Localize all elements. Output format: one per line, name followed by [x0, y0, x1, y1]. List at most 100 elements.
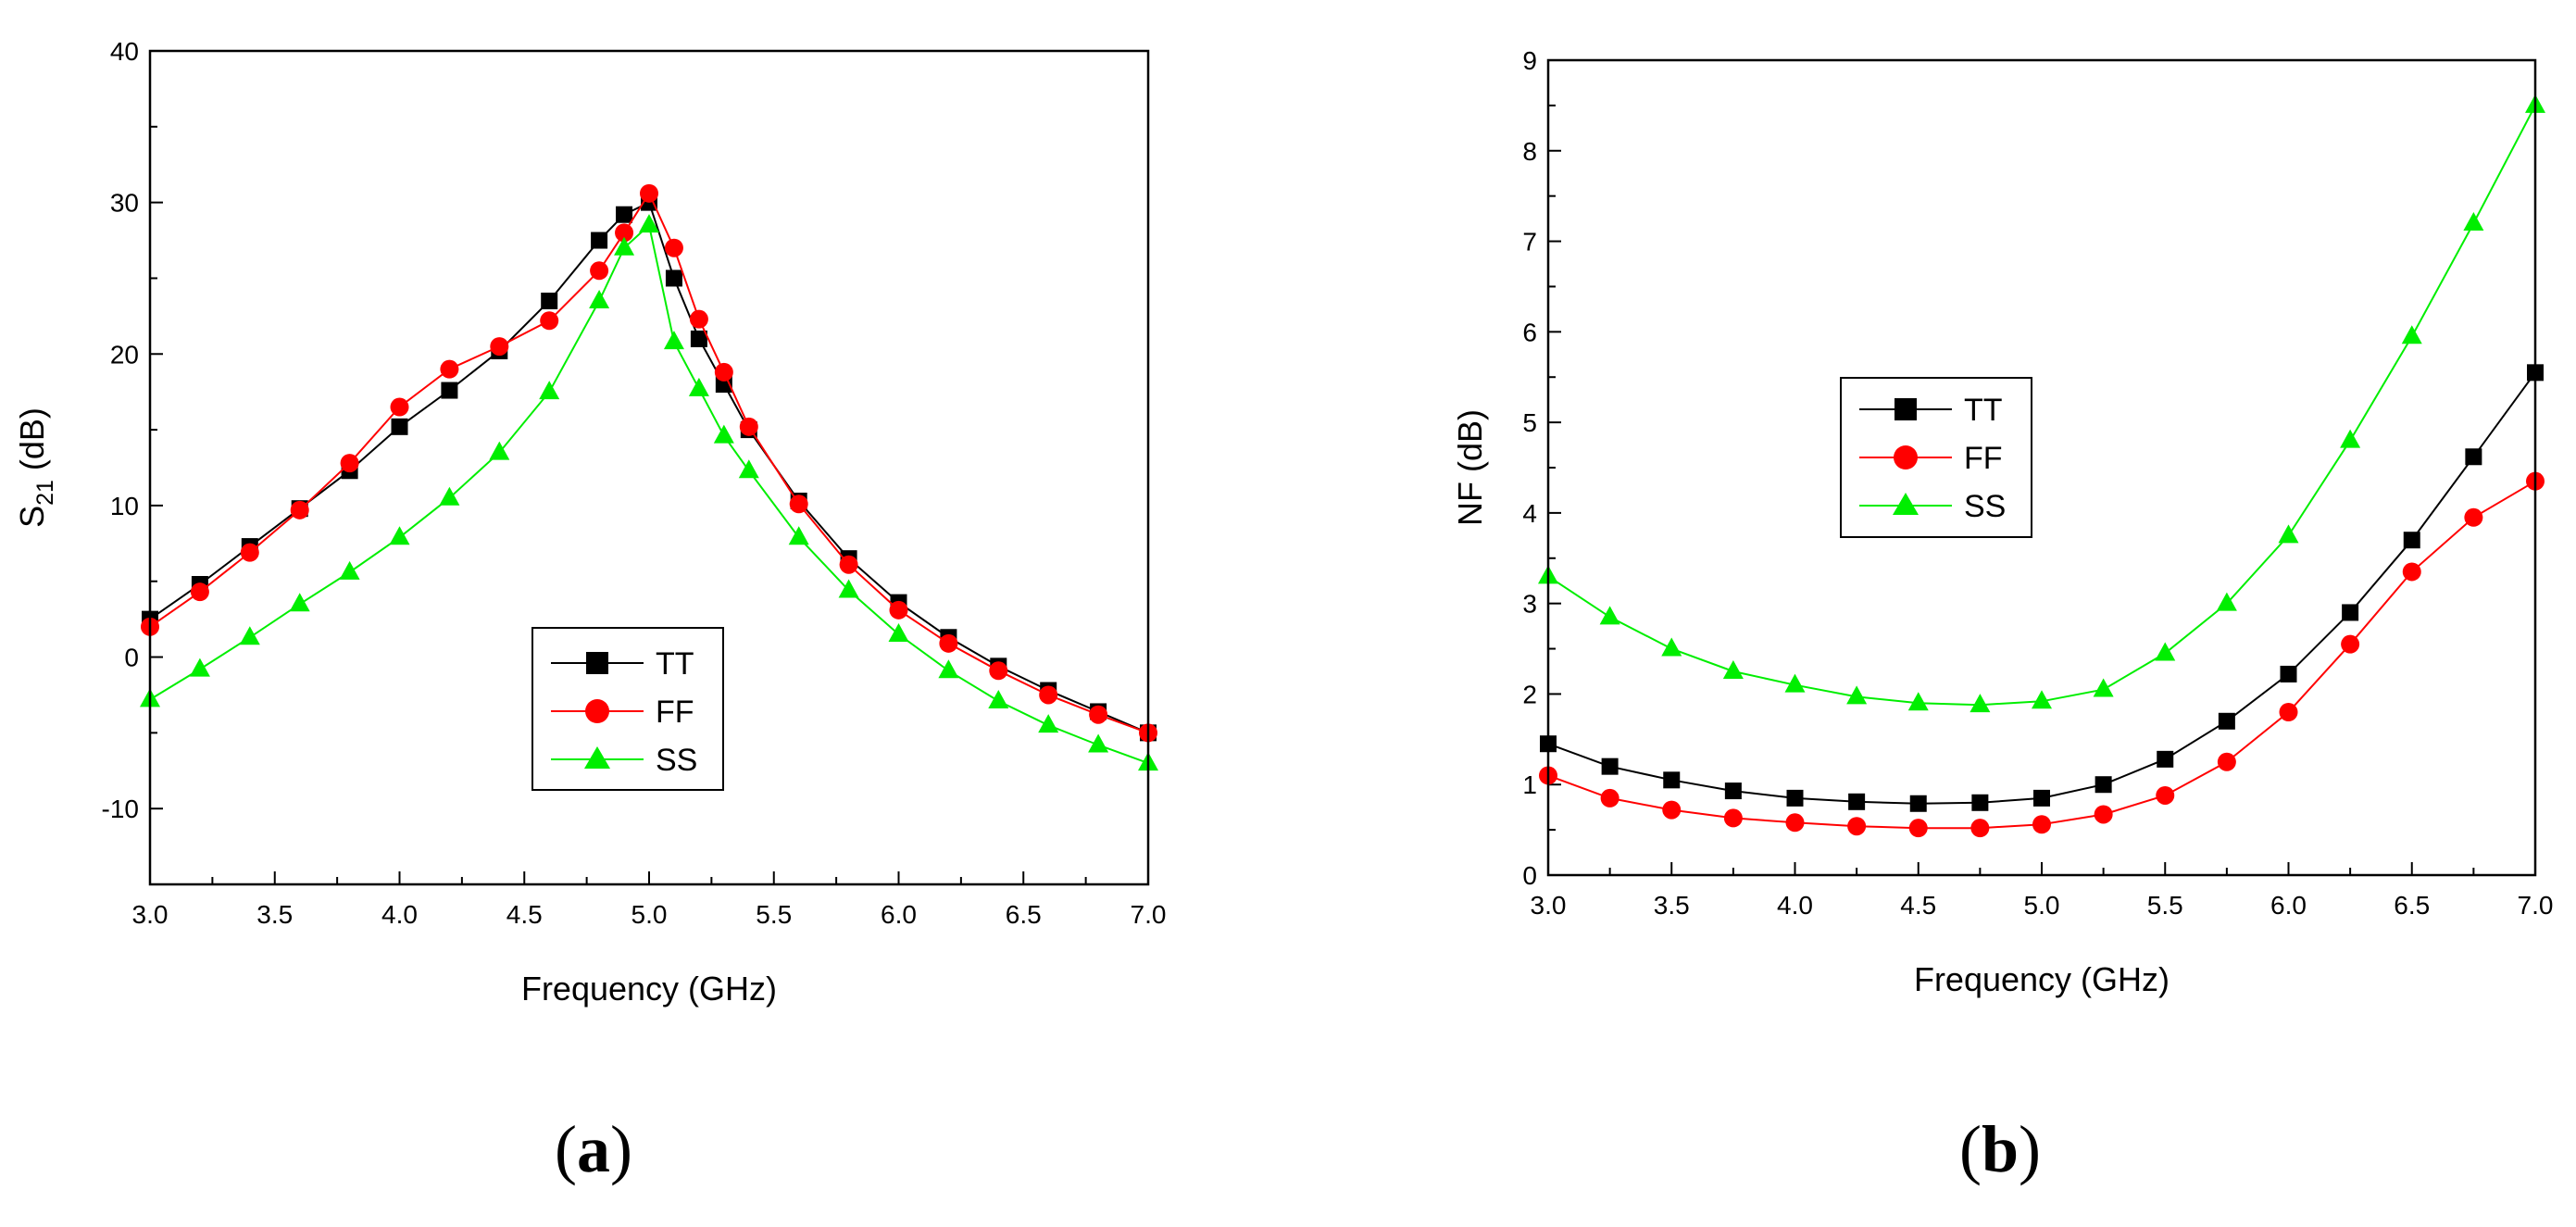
chart-a-point-ff — [240, 543, 259, 562]
chart-a-ytick-label: 20 — [110, 340, 139, 369]
chart-b-point-ff — [1847, 817, 1867, 836]
chart-a-point-ff — [689, 309, 708, 329]
chart-b-xtick-label: 5.0 — [2024, 891, 2060, 920]
chart-a-point-ss — [289, 593, 310, 612]
chart-a-point-ss — [539, 381, 560, 400]
chart-b-ytick-label: 0 — [1522, 861, 1537, 890]
chart-b-point-ff — [1662, 800, 1682, 820]
chart-b-point-tt — [1909, 795, 1927, 812]
chart-b-point-tt — [1724, 783, 1742, 800]
chart-a-xtick-label: 4.5 — [506, 900, 543, 929]
chart-a-point-ff — [540, 311, 559, 331]
chart-b-point-tt — [2280, 665, 2297, 682]
chart-b-point-ss — [1599, 606, 1620, 625]
chart-b-point-tt — [2157, 750, 2174, 768]
legend-a-label-ff: FF — [656, 695, 694, 730]
chart-b-point-ss — [2032, 690, 2052, 709]
legend-b-label-ff: FF — [1964, 441, 2003, 476]
chart-b-point-ss — [1970, 694, 1991, 713]
chart-a-point-ss — [614, 236, 635, 256]
chart-b-ticks — [1547, 59, 2536, 876]
chart-b-point-ss — [1722, 660, 1744, 679]
chart-b-point-ss — [2155, 642, 2176, 661]
legend-b-label-ss: SS — [1964, 489, 2006, 524]
chart-b: 3.0 3.5 4.0 4.5 5.0 5.5 6.0 6.5 7.0 0 1 … — [1451, 46, 2553, 1186]
chart-a-point-tt — [665, 269, 682, 287]
chart-a-x-axis-title: Frequency (GHz) — [521, 970, 777, 1008]
chart-b-ytick-label: 7 — [1522, 228, 1537, 257]
chart-a-ytick-label: 0 — [124, 644, 139, 672]
chart-a-xtick-label: 5.0 — [631, 900, 668, 929]
panel-label-a-letter: a — [577, 1112, 610, 1186]
chart-a-point-ff — [789, 495, 808, 514]
chart-a-point-ss — [1038, 714, 1059, 733]
chart-b-legend: TT FF SS — [1840, 377, 2032, 538]
chart-b-point-ff — [2094, 805, 2113, 824]
chart-a-point-ff — [664, 238, 683, 257]
chart-b-point-ss — [1661, 637, 1682, 657]
chart-a-y-axis-title: S21 (dB) — [13, 407, 58, 528]
chart-b-series-tt — [1540, 364, 2544, 812]
chart-a-point-ss — [738, 459, 759, 479]
chart-b-point-tt — [2465, 448, 2482, 466]
chart-a-ylabel-subscript: 21 — [32, 480, 58, 506]
panel-label-a: (a) — [555, 1112, 632, 1186]
chart-a-ytick-label: 30 — [110, 189, 139, 218]
panel-label-b-letter: b — [1982, 1112, 2019, 1186]
chart-a-point-tt — [541, 293, 558, 309]
chart-b-point-ff — [1723, 808, 1743, 828]
chart-a-point-ss — [688, 377, 709, 396]
chart-a-point-ff — [590, 261, 609, 281]
legend-b-marker-tt — [1894, 398, 1917, 420]
chart-a-point-tt — [591, 232, 608, 249]
chart-b-point-ff — [2032, 815, 2051, 834]
chart-a-xtick-label: 7.0 — [1131, 900, 1167, 929]
chart-a-point-ss — [788, 526, 809, 545]
chart-a-point-ff — [640, 183, 658, 203]
chart-b-point-ss — [2278, 524, 2299, 544]
chart-b-plot-frame — [1546, 58, 2537, 877]
chart-a-point-ss — [589, 290, 610, 308]
chart-b-point-ff — [2464, 507, 2483, 527]
chart-a-tick-labels: 3.0 3.5 4.0 4.5 5.0 5.5 6.0 6.5 7.0 -10 … — [102, 37, 1167, 929]
chart-a: 3.0 3.5 4.0 4.5 5.0 5.5 6.0 6.5 7.0 -10 … — [13, 37, 1166, 1186]
chart-a-point-ss — [838, 579, 859, 598]
chart-b-xtick-label: 4.5 — [1900, 891, 1936, 920]
chart-b-point-ff — [2217, 752, 2236, 771]
chart-b-point-ss — [2216, 592, 2237, 611]
chart-a-point-ff — [490, 337, 509, 357]
chart-b-point-ss — [1907, 692, 1929, 711]
chart-b-xtick-label: 5.5 — [2147, 891, 2183, 920]
chart-b-ytick-label: 8 — [1522, 137, 1537, 166]
legend-a-label-tt: TT — [656, 646, 694, 682]
legend-a-marker-tt — [586, 652, 608, 674]
chart-a-point-ss — [1088, 733, 1109, 753]
chart-b-point-ff — [1908, 819, 1928, 838]
chart-b-point-tt — [1601, 757, 1619, 775]
chart-b-point-ff — [2341, 634, 2360, 654]
chart-b-point-tt — [1663, 771, 1681, 789]
chart-a-point-tt — [616, 206, 633, 223]
chart-b-point-tt — [1971, 794, 1989, 811]
chart-a-point-ff — [1039, 685, 1058, 705]
chart-b-ytick-label: 9 — [1522, 46, 1537, 75]
chart-b-point-tt — [2218, 712, 2235, 730]
chart-b-point-ss — [1784, 673, 1806, 693]
chart-b-point-ss — [2340, 429, 2361, 448]
chart-b-point-ff — [2402, 562, 2421, 582]
chart-a-point-ss — [713, 424, 734, 444]
chart-b-point-ff — [1970, 819, 1990, 838]
chart-b-xtick-label: 4.0 — [1777, 891, 1813, 920]
chart-a-point-ss — [439, 486, 460, 506]
chart-b-point-ff — [1785, 813, 1805, 833]
chart-b-xtick-label: 7.0 — [2518, 891, 2554, 920]
chart-a-point-ss — [339, 560, 360, 580]
chart-b-point-tt — [2342, 604, 2359, 621]
chart-b-xtick-label: 3.0 — [1531, 891, 1567, 920]
chart-a-series-ss — [140, 214, 1158, 771]
chart-a-xtick-label: 6.0 — [881, 900, 917, 929]
chart-a-point-ff — [714, 362, 733, 382]
legend-b-label-tt: TT — [1964, 393, 2003, 428]
chart-a-point-tt — [441, 382, 458, 399]
chart-a-ylabel-base: S — [13, 506, 51, 528]
